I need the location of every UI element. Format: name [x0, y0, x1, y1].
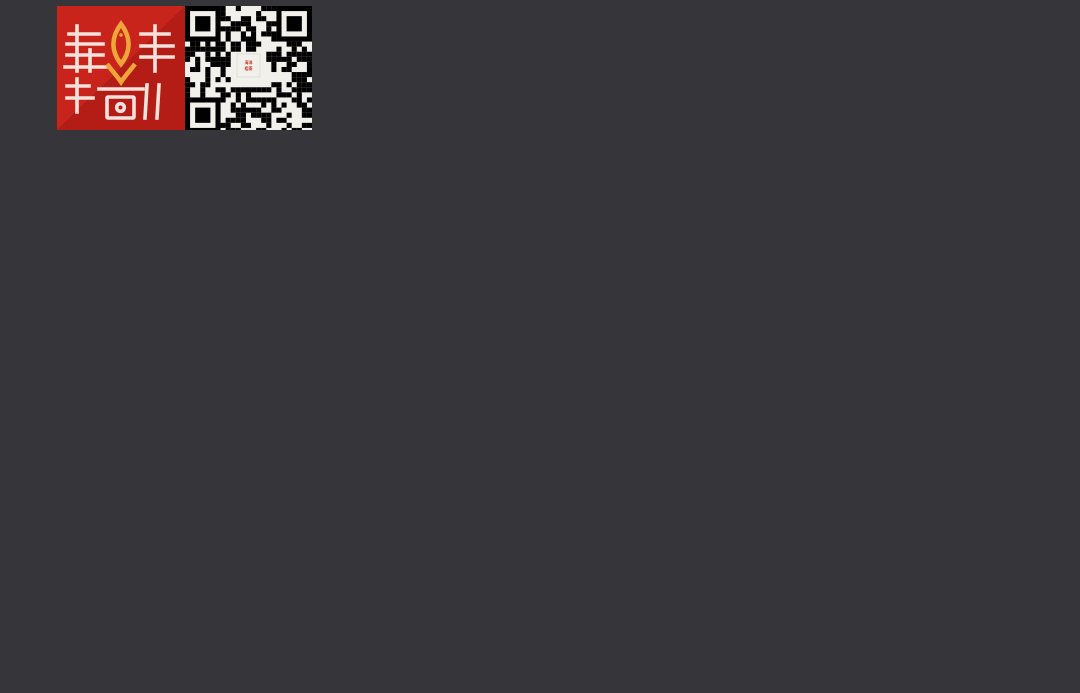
svg-text:海洋: 海洋	[245, 59, 253, 66]
svg-text:指南: 指南	[245, 65, 253, 72]
